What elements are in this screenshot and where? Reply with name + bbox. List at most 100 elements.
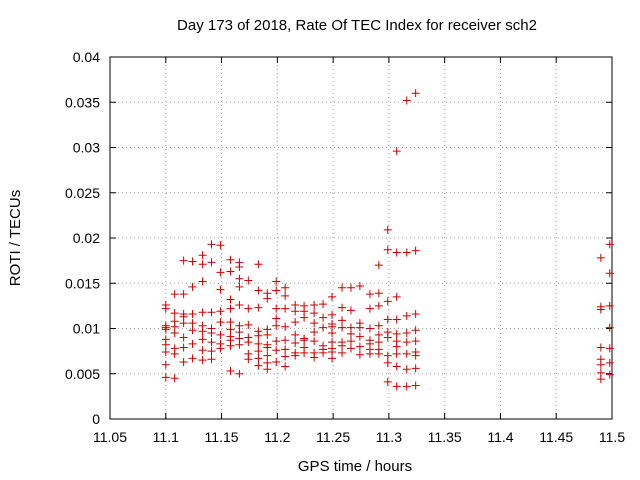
- data-point: [216, 344, 225, 353]
- data-point: [310, 300, 319, 309]
- data-point: [226, 295, 235, 304]
- data-point: [254, 339, 263, 348]
- data-point: [402, 311, 411, 320]
- data-point: [281, 322, 290, 331]
- data-point: [188, 310, 197, 319]
- data-point: [291, 318, 300, 327]
- y-tick-label: 0.015: [65, 275, 100, 291]
- data-point: [272, 321, 281, 330]
- data-point: [207, 308, 216, 317]
- data-point: [338, 283, 347, 292]
- data-point: [198, 251, 207, 260]
- x-tick-label: 11.45: [539, 429, 573, 445]
- data-point: [272, 304, 281, 313]
- data-point: [392, 342, 401, 351]
- data-point: [207, 258, 216, 267]
- data-point: [179, 343, 188, 352]
- data-point: [161, 348, 170, 357]
- data-point: [392, 248, 401, 257]
- data-point: [254, 347, 263, 356]
- data-point: [244, 276, 253, 285]
- y-tick-label: 0: [92, 411, 100, 427]
- data-point: [596, 360, 605, 369]
- data-point: [374, 301, 383, 310]
- data-point: [198, 356, 207, 365]
- data-point: [235, 282, 244, 291]
- data-point: [327, 310, 336, 319]
- data-point: [605, 358, 614, 367]
- data-point: [319, 323, 328, 332]
- data-point: [346, 329, 355, 338]
- y-tick-label: 0.025: [65, 185, 100, 201]
- y-tick-label: 0.03: [73, 140, 100, 156]
- data-point: [338, 323, 347, 332]
- data-point: [402, 338, 411, 347]
- data-point: [365, 290, 374, 299]
- data-point: [207, 355, 216, 364]
- data-point: [216, 330, 225, 339]
- data-point: [411, 364, 420, 373]
- data-point: [411, 351, 420, 360]
- data-point: [281, 283, 290, 292]
- data-point: [198, 260, 207, 269]
- data-point: [291, 338, 300, 347]
- data-point: [355, 323, 364, 332]
- data-point: [383, 333, 392, 342]
- y-tick-label: 0.04: [73, 49, 100, 65]
- data-point: [272, 277, 281, 286]
- data-point: [374, 330, 383, 339]
- data-point: [170, 329, 179, 338]
- data-point: [263, 365, 272, 374]
- data-point: [235, 369, 244, 378]
- data-point: [300, 313, 309, 322]
- data-point: [300, 348, 309, 357]
- data-point: [346, 344, 355, 353]
- data-point: [291, 330, 300, 339]
- data-point: [310, 319, 319, 328]
- data-point: [402, 349, 411, 358]
- data-point: [365, 349, 374, 358]
- x-tick-label: 11.4: [487, 429, 513, 445]
- data-point: [263, 330, 272, 339]
- data-point: [226, 267, 235, 276]
- data-point: [411, 246, 420, 255]
- data-point: [383, 225, 392, 234]
- data-point: [254, 260, 263, 269]
- data-point: [374, 261, 383, 270]
- data-point: [402, 365, 411, 374]
- x-tick-label: 11.25: [316, 429, 350, 445]
- data-point: [216, 307, 225, 316]
- data-point: [346, 337, 355, 346]
- data-point: [198, 277, 207, 286]
- x-tick-label: 11.3: [376, 429, 402, 445]
- data-point: [216, 285, 225, 294]
- grid-lines: [110, 57, 612, 419]
- data-point: [198, 335, 207, 344]
- data-point: [170, 374, 179, 383]
- y-tick-label: 0.02: [73, 230, 100, 246]
- data-point: [392, 362, 401, 371]
- data-point: [310, 337, 319, 346]
- data-point: [281, 304, 290, 313]
- data-point: [161, 360, 170, 369]
- data-point: [374, 349, 383, 358]
- data-point: [411, 381, 420, 390]
- data-point: [207, 338, 216, 347]
- data-point: [291, 351, 300, 360]
- x-tick-label: 11.5: [599, 429, 625, 445]
- data-point: [383, 351, 392, 360]
- data-point: [263, 351, 272, 360]
- data-point: [226, 304, 235, 313]
- data-point: [319, 348, 328, 357]
- data-point: [272, 314, 281, 323]
- data-point: [254, 354, 263, 363]
- data-point: [605, 240, 614, 249]
- data-point: [226, 318, 235, 327]
- data-point: [272, 286, 281, 295]
- data-point: [216, 318, 225, 327]
- data-point: [383, 297, 392, 306]
- x-tick-label: 11.05: [93, 429, 127, 445]
- x-tick-label: 11.35: [428, 429, 462, 445]
